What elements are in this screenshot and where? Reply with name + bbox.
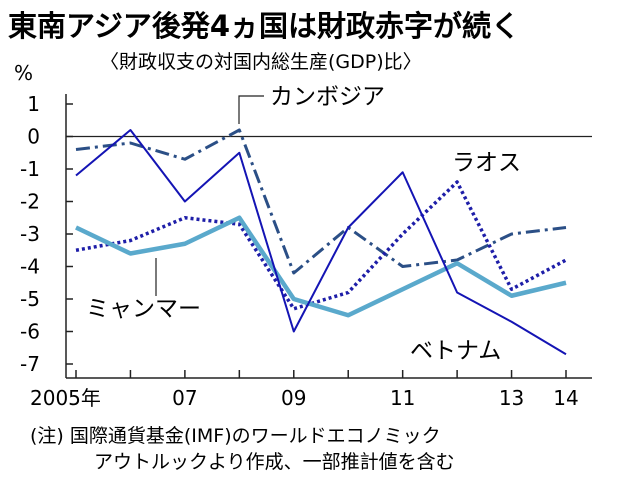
footnote-line-2: アウトルックより作成、一部推計値を含む	[94, 451, 455, 473]
cambodia-line	[75, 128, 567, 275]
y-tick-label: 1	[27, 92, 40, 116]
x-tick-label: 11	[390, 386, 415, 410]
y-tick-label: -5	[20, 287, 40, 311]
cambodia-label: カンボジア	[270, 84, 385, 110]
footnote-line-1: (注) 国際通貨基金(IMF)のワールドエコノミック	[30, 425, 441, 447]
x-tick-label: 13	[499, 386, 524, 410]
x-tick-label: 14	[553, 386, 578, 410]
axes: % 1 0 -1 -2 -3 -4 -5 -6 -7 2005年 07 09 11 13 14	[14, 61, 592, 410]
laos-line	[75, 180, 567, 311]
laos-label: ラオス	[452, 150, 521, 176]
y-tick-label: -2	[20, 190, 40, 214]
y-tick-label: -3	[20, 222, 40, 246]
y-tick-label: -7	[20, 352, 40, 376]
y-ticks: 1 0 -1 -2 -3 -4 -5 -6 -7	[20, 92, 73, 376]
chart-subtitle: 〈財政収支の対国内総生産(GDP)比〉	[100, 51, 422, 73]
x-tick-label: 2005年	[30, 386, 101, 410]
x-tick-label: 09	[281, 386, 306, 410]
vietnam-label: ベトナム	[410, 338, 501, 364]
chart-title: 東南アジア後発4ヵ国は財政赤字が続く	[8, 9, 520, 43]
myanmar-line	[75, 215, 567, 318]
y-tick-label: -6	[20, 320, 40, 344]
x-ticks: 2005年 07 09 11 13 14	[30, 370, 579, 410]
y-tick-label: -4	[20, 255, 40, 279]
cambodia-leader-line	[238, 95, 264, 124]
y-tick-label: 0	[27, 125, 40, 149]
vietnam-line	[75, 129, 567, 356]
y-tick-label: -1	[20, 157, 40, 181]
series-labels: カンボジア ラオス ミャンマー ベトナム	[86, 84, 521, 364]
myanmar-label: ミャンマー	[86, 296, 201, 322]
series-lines	[75, 128, 567, 356]
y-axis-unit: %	[14, 61, 33, 85]
x-tick-label: 07	[172, 386, 197, 410]
